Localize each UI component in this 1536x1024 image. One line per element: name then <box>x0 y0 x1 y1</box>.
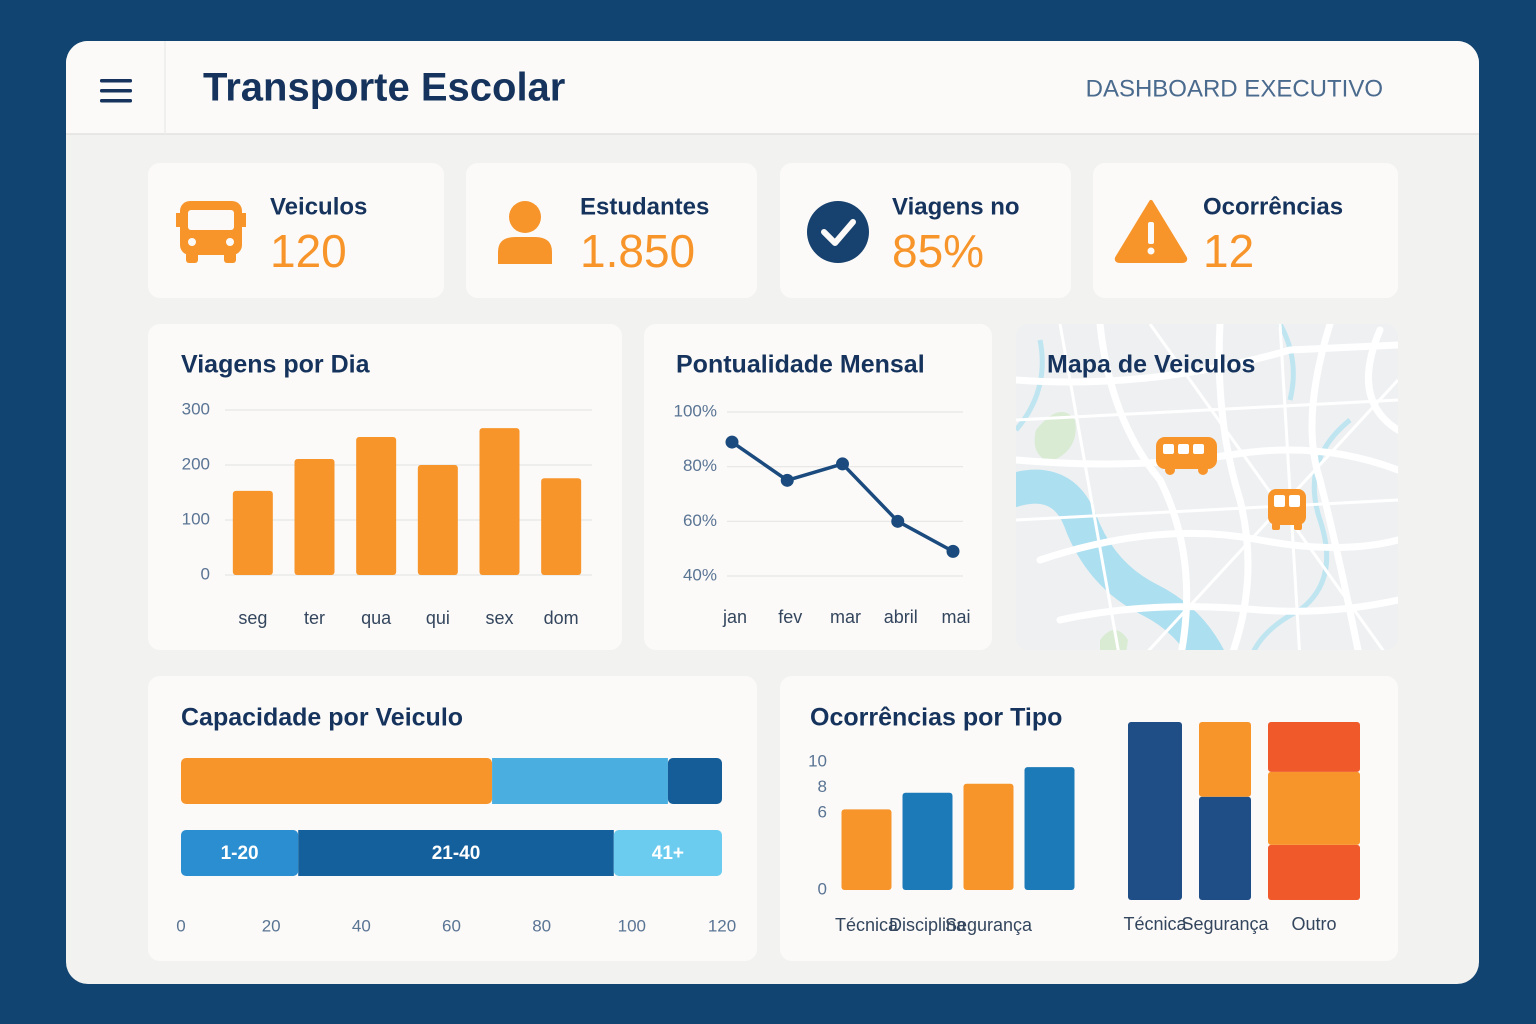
point <box>946 544 960 558</box>
segment-label: 1-20 <box>221 843 259 864</box>
point <box>891 514 905 528</box>
segment-label: 21-40 <box>432 843 481 864</box>
y-tick-label: 6 <box>818 803 827 822</box>
y-tick-label: 200 <box>182 454 210 473</box>
chart-title: Mapa de Veiculos <box>1047 351 1255 379</box>
x-tick-label: ter <box>304 608 325 628</box>
check-icon <box>807 201 869 263</box>
kpi-value: 1.850 <box>580 225 695 277</box>
kpi-card <box>148 163 444 298</box>
chart-title: Viagens por Dia <box>181 351 371 379</box>
bar-segment <box>181 830 299 876</box>
point <box>780 473 794 487</box>
kpi-card <box>1093 163 1398 298</box>
chart-title: Pontualidade Mensal <box>676 351 925 379</box>
y-tick-label: 8 <box>818 777 827 796</box>
bar <box>841 809 892 890</box>
bar <box>417 465 458 575</box>
kpi-label: Veiculos <box>270 193 367 220</box>
y-tick-label: 100% <box>674 401 717 420</box>
y-tick-label: 10 <box>808 751 827 770</box>
x-tick-label: Técnica <box>835 915 899 935</box>
bar <box>356 436 397 575</box>
bar-segment <box>1268 722 1360 772</box>
x-tick-label: 40 <box>352 916 371 935</box>
y-tick-label: 0 <box>818 879 827 898</box>
bar <box>541 478 582 575</box>
bar-segment <box>1199 722 1251 797</box>
panel <box>644 324 992 650</box>
x-tick-label: qua <box>361 608 392 628</box>
bar-segment <box>1268 771 1360 845</box>
x-tick-label: abril <box>884 607 918 627</box>
y-tick-label: 0 <box>201 564 210 583</box>
bar-segment <box>492 758 668 804</box>
kpi-label: Viagens no <box>892 193 1020 220</box>
x-tick-label: 20 <box>262 916 281 935</box>
student-icon <box>498 201 552 264</box>
bar-segment <box>1128 722 1182 900</box>
x-tick-label: fev <box>778 607 802 627</box>
x-tick-label: sex <box>485 608 513 628</box>
kpi-cards <box>148 163 1398 298</box>
x-tick-label: 0 <box>176 916 185 935</box>
x-tick-label: Disciplina <box>889 915 967 935</box>
y-tick-label: 60% <box>683 511 717 530</box>
bar-segment <box>181 758 493 804</box>
bar-segment <box>667 758 722 804</box>
bar <box>232 490 273 575</box>
chart-title: Capacidade por Veiculo <box>181 704 463 732</box>
bar <box>963 783 1014 890</box>
point <box>836 457 849 471</box>
header-subtitle: DASHBOARD EXECUTIVO <box>1086 75 1383 102</box>
warning-icon <box>1114 200 1188 263</box>
x-tick-label: jan <box>722 607 747 627</box>
x-tick-label: 100 <box>618 916 646 935</box>
y-tick-label: 40% <box>683 565 717 584</box>
bus-icon <box>176 201 246 263</box>
bar-segment <box>298 830 614 876</box>
menu-button[interactable] <box>100 79 132 103</box>
kpi-value: 85% <box>892 225 984 277</box>
bus-marker <box>1156 437 1217 475</box>
y-tick-label: 300 <box>182 399 210 418</box>
x-tick-label: dom <box>544 608 579 628</box>
kpi-value: 120 <box>270 225 347 277</box>
panel <box>148 676 757 961</box>
bar <box>1024 767 1075 890</box>
kpi-value: 12 <box>1203 225 1254 277</box>
chart-title: Ocorrências por Tipo <box>810 704 1062 732</box>
bus-marker <box>1268 489 1306 530</box>
x-tick-label: Segurança <box>1181 914 1269 934</box>
map <box>1016 324 1398 650</box>
bar <box>294 458 335 575</box>
kpi-card <box>780 163 1071 298</box>
bar-segment <box>613 830 722 876</box>
bar <box>902 792 953 890</box>
kpi-label: Ocorrências <box>1203 193 1343 220</box>
x-tick-label: Outro <box>1291 914 1336 934</box>
x-tick-label: mar <box>830 607 861 627</box>
point <box>725 435 739 449</box>
x-tick-label: seg <box>238 608 267 628</box>
x-tick-label: 120 <box>708 916 736 935</box>
x-tick-label: 80 <box>532 916 551 935</box>
bar-segment <box>1268 844 1360 900</box>
y-tick-label: 80% <box>683 456 717 475</box>
kpi-card <box>466 163 757 298</box>
x-tick-label: Técnica <box>1123 914 1187 934</box>
x-tick-label: mai <box>941 607 970 627</box>
bar-segment <box>1199 796 1251 900</box>
kpi-label: Estudantes <box>580 193 709 220</box>
app-title: Transporte Escolar <box>203 66 565 110</box>
y-tick-label: 100 <box>182 509 210 528</box>
x-tick-label: qui <box>426 608 450 628</box>
x-tick-label: Segurança <box>945 915 1033 935</box>
segment-label: 41+ <box>652 843 684 864</box>
bar <box>479 428 520 575</box>
header-bar <box>66 41 1479 134</box>
x-tick-label: 60 <box>442 916 461 935</box>
